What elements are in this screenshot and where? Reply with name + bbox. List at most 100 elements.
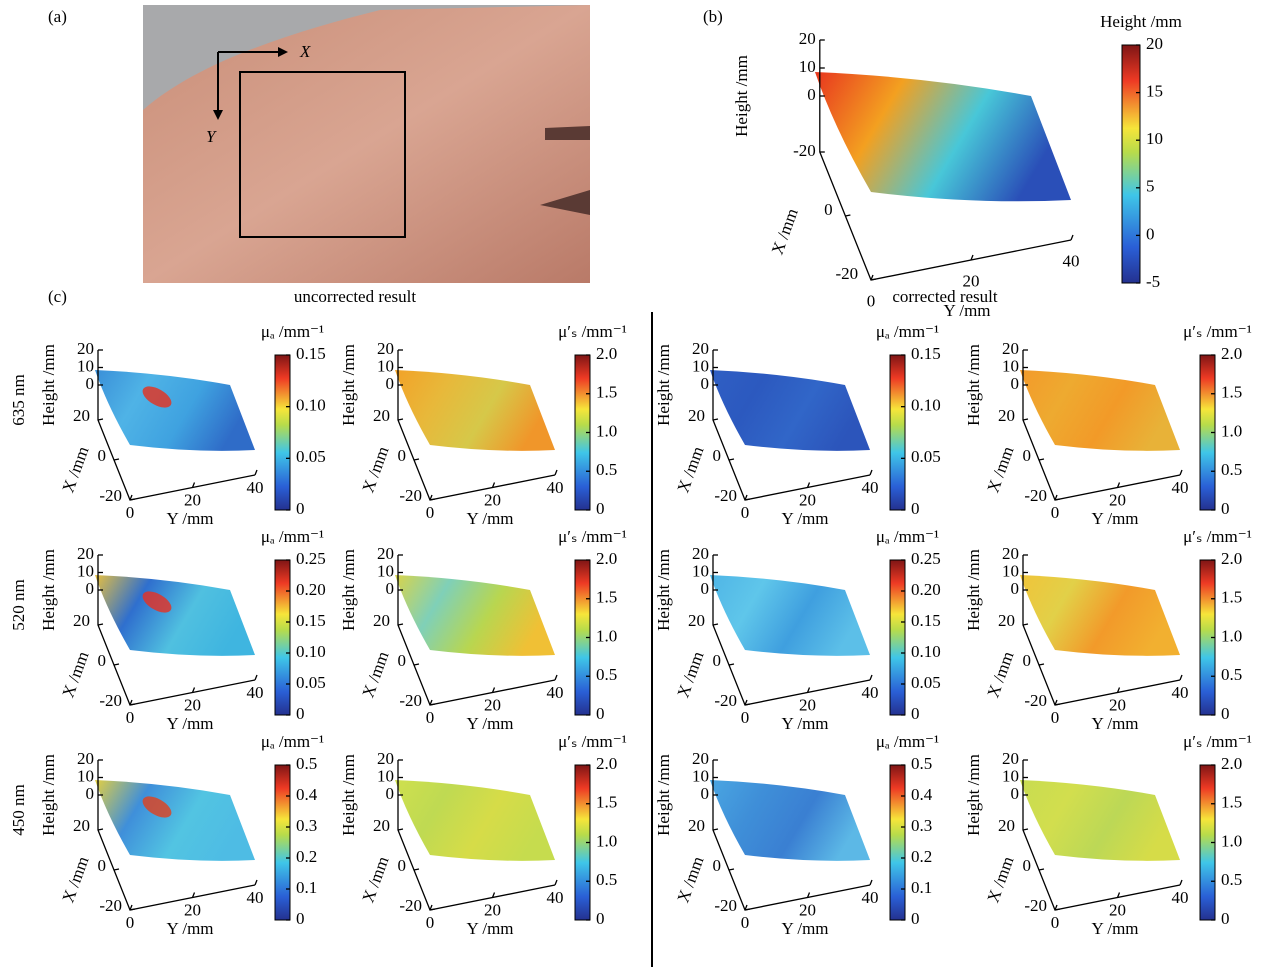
colorbar-tick-label: 0 [1221, 499, 1230, 518]
z-tick-label: 20 [77, 544, 94, 563]
y-tick-label: 0 [1051, 913, 1060, 932]
x-tick [397, 623, 404, 626]
x-tick-label: -20 [714, 486, 737, 505]
y-tick [744, 699, 748, 706]
y-tick [806, 892, 811, 898]
y-tick-label: 20 [1109, 490, 1126, 509]
panel-label: (c) [48, 287, 67, 306]
z-tick-label: 20 [377, 544, 394, 563]
y-tick-label: 20 [184, 490, 201, 509]
colorbar-tick-label: 0.10 [911, 396, 941, 415]
x-tick-label: -20 [714, 896, 737, 915]
y-axis-label: Y /mm [466, 919, 513, 938]
y-tick-label: 0 [426, 708, 435, 727]
x-tick-label: 20 [73, 816, 90, 835]
z-tick-label: 20 [692, 339, 709, 358]
y-tick-label: 0 [741, 503, 750, 522]
x-tick [728, 868, 735, 871]
x-tick [413, 458, 420, 461]
y-tick [1116, 892, 1121, 898]
colorbar-tick-label: 0 [296, 909, 305, 928]
colorbar-tick-label: 0 [1146, 224, 1155, 243]
z-axis-label: Height /mm [964, 549, 983, 631]
x-tick-label: -20 [714, 691, 737, 710]
arrow-heads [213, 47, 288, 120]
y-axis-label: Y /mm [166, 714, 213, 733]
colorbar-tick-label: 1.5 [596, 793, 617, 812]
colorbar-tick-label: 1.0 [596, 626, 617, 645]
surface [395, 780, 555, 861]
y-tick-label: 20 [484, 900, 501, 919]
z-tick-label: 0 [701, 579, 710, 598]
z-tick-label: 0 [86, 374, 95, 393]
colorbar-tick-label: 1.5 [1221, 793, 1242, 812]
colorbar-title: μ′ₛ /mm⁻¹ [1183, 527, 1252, 546]
y-axis-label: Y /mm [943, 301, 990, 320]
x-tick-label: -20 [399, 896, 422, 915]
colorbar-tick-label: 0.3 [296, 816, 317, 835]
y-tick [491, 687, 496, 693]
z-tick-label: 10 [377, 766, 394, 785]
x-tick-label: -20 [99, 486, 122, 505]
hand [143, 5, 590, 283]
x-tick-label: -20 [836, 264, 859, 283]
y-tick-label: 20 [1109, 695, 1126, 714]
z-tick-label: 20 [377, 339, 394, 358]
z-axis-label: Height /mm [39, 754, 58, 836]
z-axis-label: Height /mm [339, 754, 358, 836]
x-tick [397, 418, 404, 421]
y-tick [1179, 879, 1183, 886]
y-tick [191, 482, 196, 488]
wavelength: 520 nm [9, 579, 28, 630]
z-axis-label: Height /mm [654, 344, 673, 426]
z-axis-label: Height /mm [339, 549, 358, 631]
surface [710, 575, 870, 656]
x-axis-label: X /mm [358, 444, 392, 495]
z-axis-label: Height /mm [654, 549, 673, 631]
y-tick-label: 0 [426, 503, 435, 522]
z-tick-label: 10 [77, 561, 94, 580]
x-tick [1054, 908, 1061, 911]
z-tick-label: 0 [386, 784, 395, 803]
colorbar-tick-label: 0.5 [1221, 460, 1242, 479]
x-tick-label: 20 [998, 816, 1015, 835]
colorbar-tick-label: 10 [1146, 129, 1163, 148]
surface [395, 575, 555, 656]
z-tick-label: 10 [799, 57, 816, 76]
colorbar-tick-label: 0.3 [911, 816, 932, 835]
z-tick-label: 20 [1002, 544, 1019, 563]
z-tick-label: 10 [692, 356, 709, 375]
x-tick [728, 458, 735, 461]
x-tick-label: 20 [373, 816, 390, 835]
y-tick [1054, 904, 1058, 911]
x-tick-label: 20 [73, 611, 90, 630]
x-tick [744, 703, 751, 706]
colorbar-title: μₐ /mm⁻¹ [876, 322, 939, 341]
y-tick [254, 469, 258, 476]
y-axis-label: Y /mm [781, 919, 828, 938]
z-axis-label: Height /mm [964, 754, 983, 836]
x-tick-label: 20 [688, 406, 705, 425]
x-tick [728, 663, 735, 666]
x-tick-label: 0 [824, 200, 833, 219]
x-tick-label: -20 [99, 691, 122, 710]
z-tick-label: 0 [701, 374, 710, 393]
colorbar-tick-label: 0 [911, 909, 920, 928]
y-tick-label: 40 [862, 888, 879, 907]
z-tick-label: -20 [793, 141, 816, 160]
y-tick-label: 0 [741, 708, 750, 727]
y-axis-label: Y /mm [781, 714, 828, 733]
colorbar-tick-label: 0.15 [296, 344, 326, 363]
colorbar-tick-label: 0.15 [911, 611, 941, 630]
z-tick-label: 10 [1002, 766, 1019, 785]
surface-plot: 20 10 0 -20 -20 0 0 20 40 Height /mm X /mm Y /mm Hei… [732, 12, 1182, 320]
z-tick-label: 10 [692, 766, 709, 785]
x-tick [429, 703, 436, 706]
x-axis-label: X /mm [58, 444, 92, 495]
y-tick-label: 40 [247, 478, 264, 497]
y-tick [429, 494, 433, 501]
x-tick [429, 498, 436, 501]
x-tick-label: 0 [398, 651, 407, 670]
colorbar-tick-label: 2.0 [596, 344, 617, 363]
